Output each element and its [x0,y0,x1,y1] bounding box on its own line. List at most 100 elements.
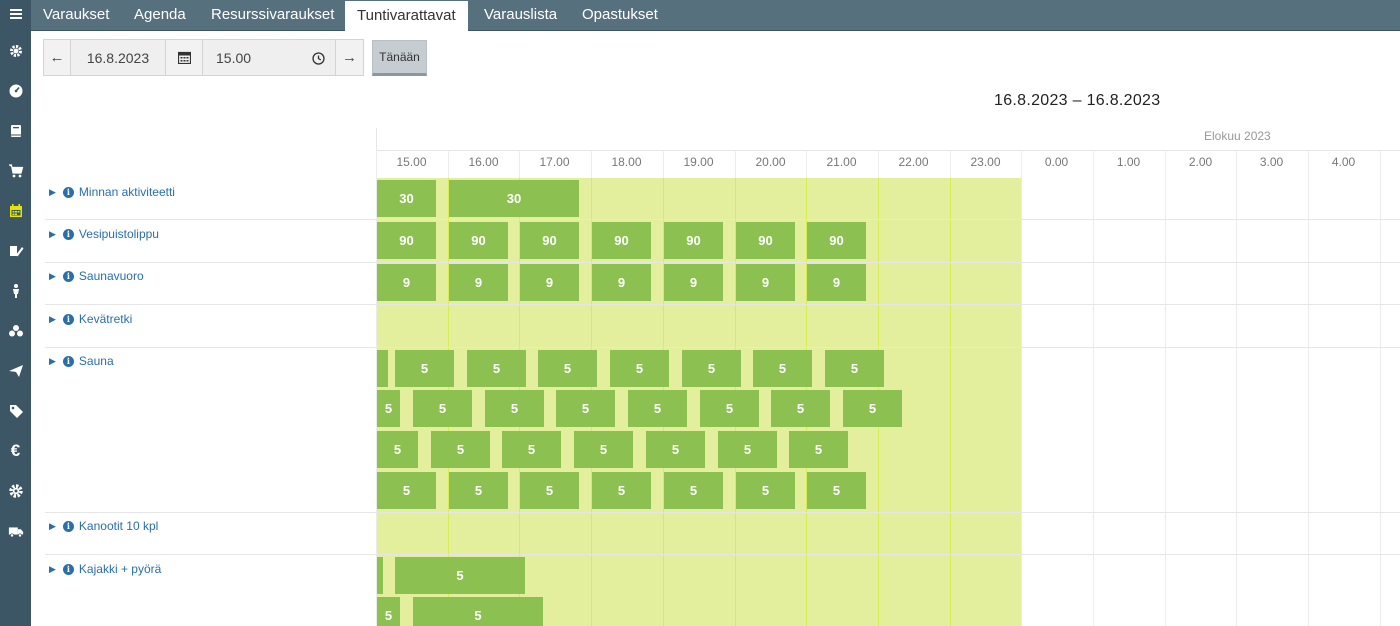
availability-slot[interactable]: 9 [449,264,508,301]
availability-slot[interactable]: 5 [377,390,400,427]
availability-slot[interactable]: 9 [807,264,866,301]
availability-slot[interactable]: 5 [789,431,848,468]
date-field[interactable]: 16.8.2023 [70,39,166,76]
caret-right-icon[interactable]: ▶ [49,520,56,531]
rail-button[interactable] [0,471,31,511]
availability-slot[interactable]: 90 [449,222,508,259]
availability-slot[interactable]: 9 [520,264,579,301]
availability-slot[interactable]: 9 [377,264,436,301]
availability-slot[interactable]: 5 [413,597,543,626]
availability-slot[interactable]: 5 [574,431,633,468]
availability-slot[interactable]: 5 [646,431,705,468]
availability-slot[interactable]: 30 [449,180,579,217]
availability-slot[interactable]: 9 [664,264,723,301]
tab-resurssivaraukset[interactable]: Resurssivaraukset [211,6,335,23]
availability-slot[interactable]: 5 [395,557,525,594]
availability-slot[interactable]: 5 [520,472,579,509]
availability-slot[interactable]: 9 [592,264,651,301]
clock-icon [312,52,325,65]
info-icon[interactable]: i [62,520,74,532]
calendar-picker-button[interactable] [165,39,203,76]
info-icon[interactable]: i [62,355,74,367]
tab-varaukset[interactable]: Varaukset [43,6,110,23]
availability-slot[interactable]: 5 [502,431,561,468]
availability-slot[interactable]: 5 [682,350,741,387]
availability-slot[interactable]: 5 [413,390,472,427]
caret-right-icon[interactable]: ▶ [49,355,56,366]
availability-slot[interactable]: 5 [736,472,795,509]
time-field[interactable]: 15.00 [202,39,336,76]
rail-button[interactable] [0,391,31,431]
prev-day-button[interactable]: ← [43,39,71,76]
availability-slot[interactable]: 5 [556,390,615,427]
availability-slot[interactable]: 5 [538,350,597,387]
availability-slot[interactable]: 90 [807,222,866,259]
availability-slot[interactable]: 90 [377,222,436,259]
resource-row-label[interactable]: ▶ i Vesipuistolippu [49,227,159,241]
info-icon[interactable]: i [62,186,74,198]
tab-opastukset[interactable]: Opastukset [582,6,658,23]
availability-slot[interactable]: 5 [449,472,508,509]
tab-agenda[interactable]: Agenda [134,6,186,23]
availability-slot[interactable] [377,557,383,594]
availability-slot[interactable]: 5 [807,472,866,509]
availability-slot[interactable]: 90 [664,222,723,259]
resource-row-label[interactable]: ▶ i Minnan aktiviteetti [49,185,175,199]
caret-right-icon[interactable]: ▶ [49,563,56,574]
availability-slot[interactable]: 5 [771,390,830,427]
availability-slot[interactable]: 5 [753,350,812,387]
tab-tuntivarattavat[interactable]: Tuntivarattavat [345,1,468,31]
availability-slot[interactable]: 5 [610,350,669,387]
availability-slot[interactable]: 5 [377,431,418,468]
availability-slot[interactable]: 5 [467,350,526,387]
availability-slot[interactable]: 90 [520,222,579,259]
caret-right-icon[interactable]: ▶ [49,186,56,197]
resource-row-label[interactable]: ▶ i Saunavuoro [49,269,144,283]
rail-button[interactable] [0,31,31,71]
resource-row-label[interactable]: ▶ i Sauna [49,354,114,368]
availability-slot[interactable]: 5 [592,472,651,509]
resource-row-label[interactable]: ▶ i Kajakki + pyörä [49,562,161,576]
tab-varauslista[interactable]: Varauslista [484,6,558,23]
availability-slot[interactable]: 5 [377,472,436,509]
rail-button[interactable] [0,71,31,111]
availability-slot[interactable]: 5 [485,390,544,427]
resource-row-label[interactable]: ▶ i Kanootit 10 kpl [49,519,158,533]
rail-button[interactable] [0,231,31,271]
availability-slot[interactable] [377,350,388,387]
rail-button[interactable] [0,311,31,351]
rail-button[interactable] [0,351,31,391]
info-icon[interactable]: i [62,313,74,325]
availability-slot[interactable]: 5 [377,597,400,626]
rail-button[interactable] [0,511,31,551]
availability-slot[interactable]: 90 [736,222,795,259]
availability-slot[interactable]: 5 [395,350,454,387]
availability-slot[interactable]: 5 [825,350,884,387]
availability-slot[interactable]: 9 [736,264,795,301]
availability-slot[interactable]: 90 [592,222,651,259]
availability-slot[interactable]: 5 [628,390,687,427]
rail-button[interactable] [0,191,31,231]
rail-button[interactable] [0,271,31,311]
rail-button[interactable] [0,0,31,34]
resource-row-label[interactable]: ▶ i Kevätretki [49,312,132,326]
next-day-button[interactable]: → [335,39,364,76]
rail-button[interactable]: € [0,431,31,471]
caret-right-icon[interactable]: ▶ [49,228,56,239]
caret-right-icon[interactable]: ▶ [49,313,56,324]
availability-slot[interactable]: 5 [664,472,723,509]
ticket-edit-icon [8,243,24,259]
availability-slot[interactable]: 5 [843,390,902,427]
rail-button[interactable] [0,151,31,191]
info-icon[interactable]: i [62,563,74,575]
info-icon[interactable]: i [62,270,74,282]
availability-slot[interactable]: 5 [718,431,777,468]
availability-slot[interactable]: 5 [431,431,490,468]
availability-slot[interactable]: 5 [700,390,759,427]
today-button[interactable]: Tänään [372,40,427,76]
caret-right-icon[interactable]: ▶ [49,270,56,281]
availability-slot[interactable]: 30 [377,180,436,217]
info-icon[interactable]: i [62,228,74,240]
rail-button[interactable] [0,111,31,151]
top-nav: Varaukset Agenda Resurssivaraukset Tuntivar… [31,0,1400,31]
